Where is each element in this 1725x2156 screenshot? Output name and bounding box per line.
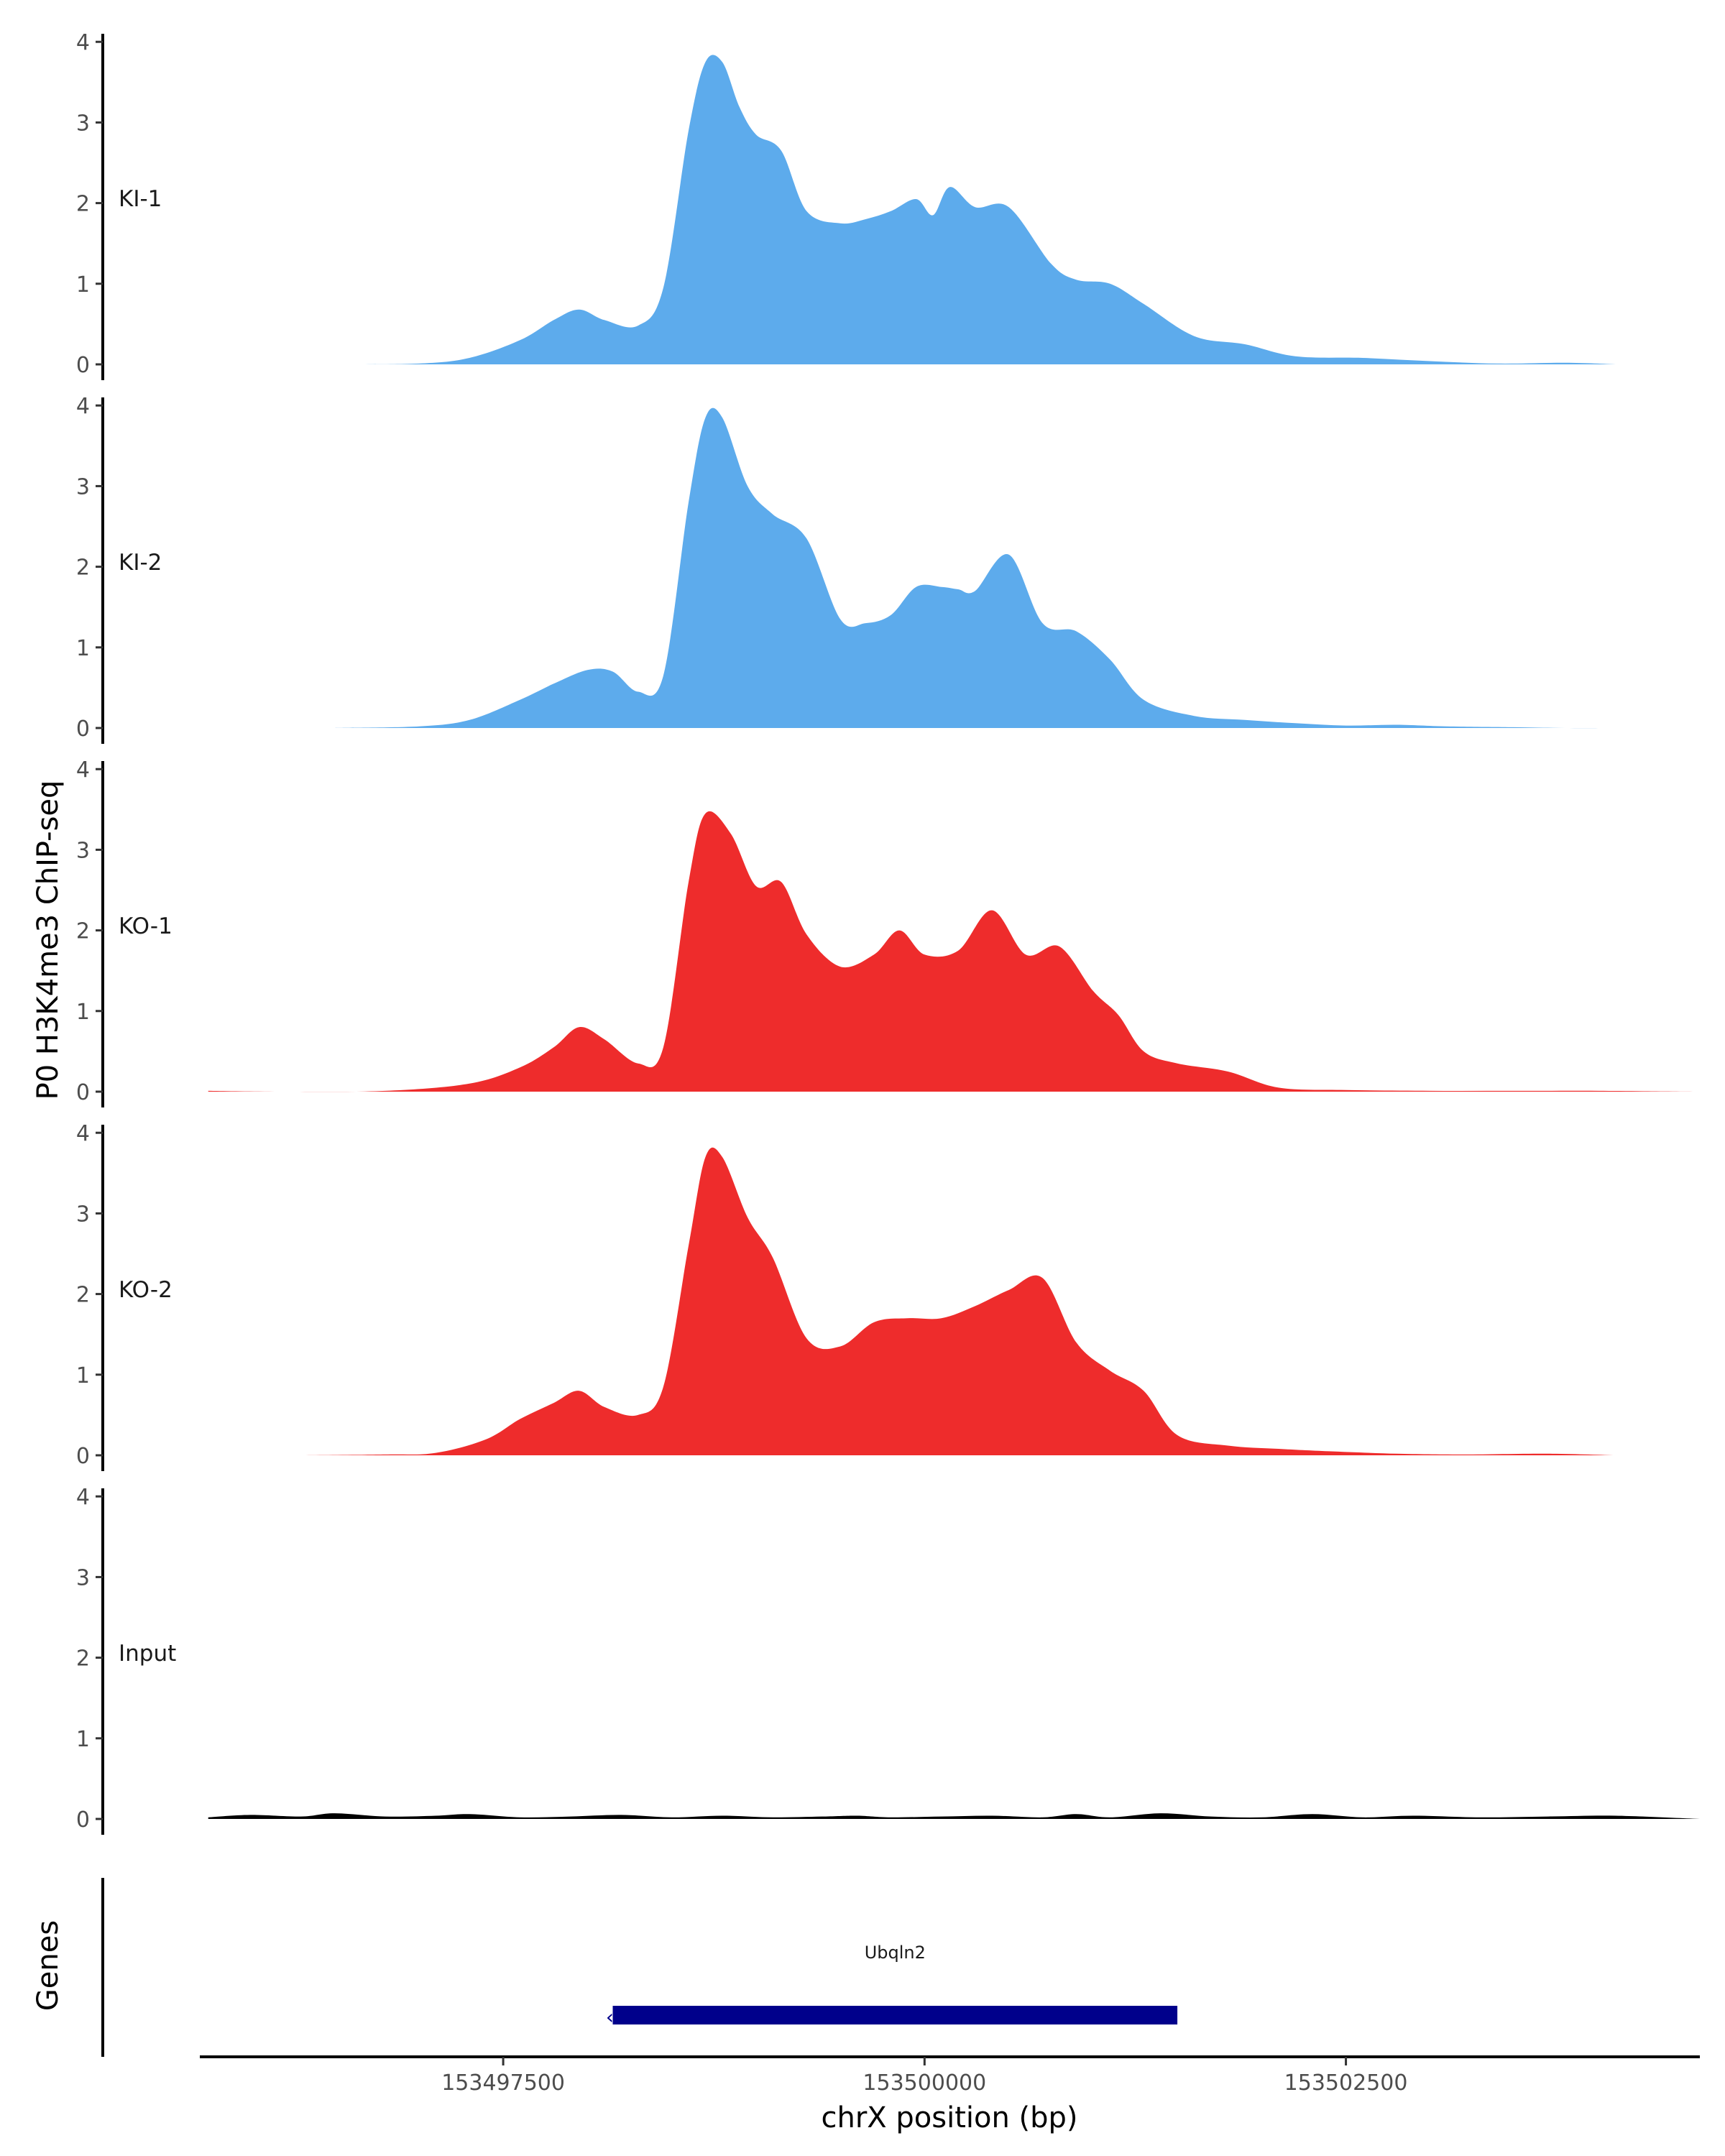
x-ticks: 153497500 153500000 153502500 [441,2057,1407,2096]
y-tick-label-ki-1-4: 4 [76,30,90,55]
track-panel-input: 0 1 2 3 4 Input [76,1485,1701,1835]
y-tick-label-ki-2-4: 4 [76,394,90,419]
track-label-ko-1: KO-1 [119,913,172,939]
y-tick-label-input-4: 4 [76,1485,90,1510]
gene-label: Ubqln2 [865,1943,926,1963]
y-tick-label-ko-1-3: 3 [76,838,90,863]
y-tick-label-input-1: 1 [76,1727,90,1752]
y-tick-label-ko-1-4: 4 [76,757,90,783]
signal-area-ki-1 [334,55,1616,364]
y-tick-label-ko-1-0: 0 [76,1080,90,1105]
genes-track-label: Genes [32,1920,65,2011]
y-tick-label-ki-1-1: 1 [76,272,90,298]
tracks-group: 0 1 2 3 4 KI-1 0 1 2 3 4 KI-2 0 1 2 3 4 KO-1 0 1 2 3 4 KO-2 0 1 2 3… [76,30,1701,1835]
x-tick-label-153502500: 153502500 [1284,2070,1408,2096]
y-tick-label-ko-1-2: 2 [76,919,90,944]
y-tick-label-ki-1-3: 3 [76,111,90,136]
y-tick-label-ki-2-0: 0 [76,717,90,742]
y-tick-label-ki-1-2: 2 [76,192,90,217]
y-tick-label-input-2: 2 [76,1646,90,1672]
signal-area-ko-1 [208,811,1701,1092]
y-tick-label-input-3: 3 [76,1565,90,1590]
track-panel-ki-1: 0 1 2 3 4 KI-1 [76,30,1616,380]
track-label-ki-1: KI-1 [119,186,162,212]
y-tick-label-ko-2-0: 0 [76,1444,90,1469]
y-tick-label-ko-2-4: 4 [76,1121,90,1146]
gene-bar [612,2006,1178,2024]
x-axis: 153497500 153500000 153502500 chrX positio… [200,2055,1700,2134]
track-panel-ko-2: 0 1 2 3 4 KO-2 [76,1121,1616,1471]
signal-area-input [208,1813,1701,1819]
gene-strand-arrow: ‹ [606,2005,614,2029]
x-axis-title: chrX position (bp) [821,2101,1077,2134]
y-tick-label-ko-2-2: 2 [76,1283,90,1308]
track-panel-ko-1: 0 1 2 3 4 KO-1 [76,757,1701,1107]
y-axis-title: P0 H3K4me3 ChIP-seq [32,780,65,1100]
genes-track: Genes Ubqln2 ‹ [32,1878,1178,2057]
track-label-input: Input [119,1641,176,1667]
y-tick-label-ki-2-3: 3 [76,474,90,499]
track-label-ko-2: KO-2 [119,1277,172,1303]
signal-area-ki-2 [334,407,1616,729]
y-tick-label-ko-1-1: 1 [76,1000,90,1025]
y-tick-label-ki-1-0: 0 [76,353,90,378]
y-tick-label-input-0: 0 [76,1807,90,1833]
y-tick-label-ki-2-1: 1 [76,636,90,661]
track-panel-ki-2: 0 1 2 3 4 KI-2 [76,394,1616,744]
x-tick-label-153500000: 153500000 [862,2070,986,2096]
signal-area-ko-2 [300,1147,1616,1455]
y-tick-label-ko-2-3: 3 [76,1202,90,1227]
x-tick-label-153497500: 153497500 [441,2070,565,2096]
y-tick-label-ki-2-2: 2 [76,556,90,581]
track-label-ki-2: KI-2 [119,550,162,576]
y-tick-label-ko-2-1: 1 [76,1363,90,1388]
